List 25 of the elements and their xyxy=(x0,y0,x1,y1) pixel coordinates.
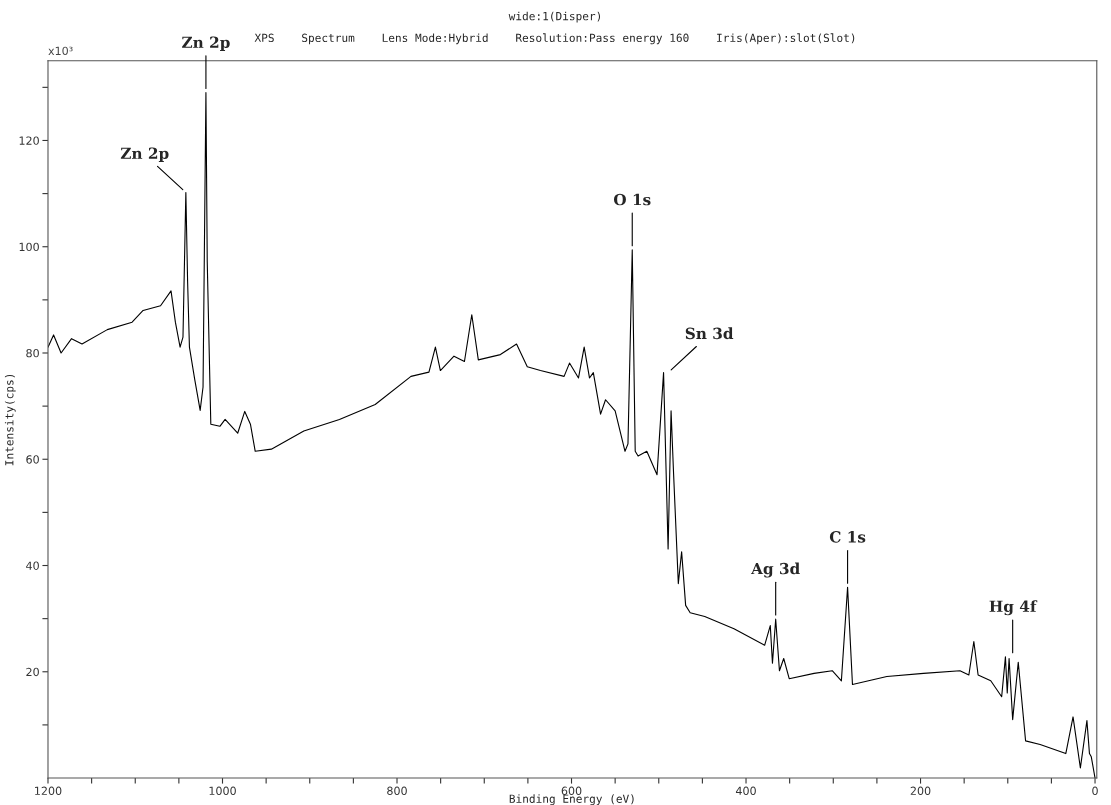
x-tick-label: 400 xyxy=(735,786,756,795)
x-tick-label: 1200 xyxy=(35,786,62,795)
chart-subtitle: XPS Spectrum Lens Mode:Hybrid Resolution:Pass energy 160 Iris(Aper):slot(Slot) xyxy=(254,33,855,45)
annotation: Zn 2p xyxy=(120,147,169,162)
annotation: C 1s xyxy=(829,531,866,543)
y-tick-label: 80 xyxy=(26,348,39,358)
y-tick-label: 100 xyxy=(19,242,39,252)
y-tick-label: 20 xyxy=(26,667,39,677)
x-tick-label: 0 xyxy=(1092,786,1098,795)
x-tick-label: 1000 xyxy=(209,786,236,795)
x-tick-label: 800 xyxy=(387,786,407,795)
annotation: Ag 3d xyxy=(750,562,800,578)
y-tick-label: 40 xyxy=(26,561,39,570)
y-tick-label: 60 xyxy=(26,455,39,464)
annotation: O 1s xyxy=(613,193,651,206)
chart-title: wide:1(Disper) xyxy=(508,11,601,23)
annotation: Hg 4f xyxy=(989,600,1038,616)
annotation: Sn 3d xyxy=(685,327,734,340)
x-tick-label: 600 xyxy=(561,786,582,795)
y-axis-title: Intensity(cps) xyxy=(4,374,16,466)
y-tick-label: 120 xyxy=(19,136,39,145)
x-tick-label: 200 xyxy=(910,786,931,795)
x-axis-title: Binding Energy (eV) xyxy=(509,794,634,805)
text: x10³ xyxy=(48,46,73,56)
annotation: Zn 2p xyxy=(182,36,230,51)
